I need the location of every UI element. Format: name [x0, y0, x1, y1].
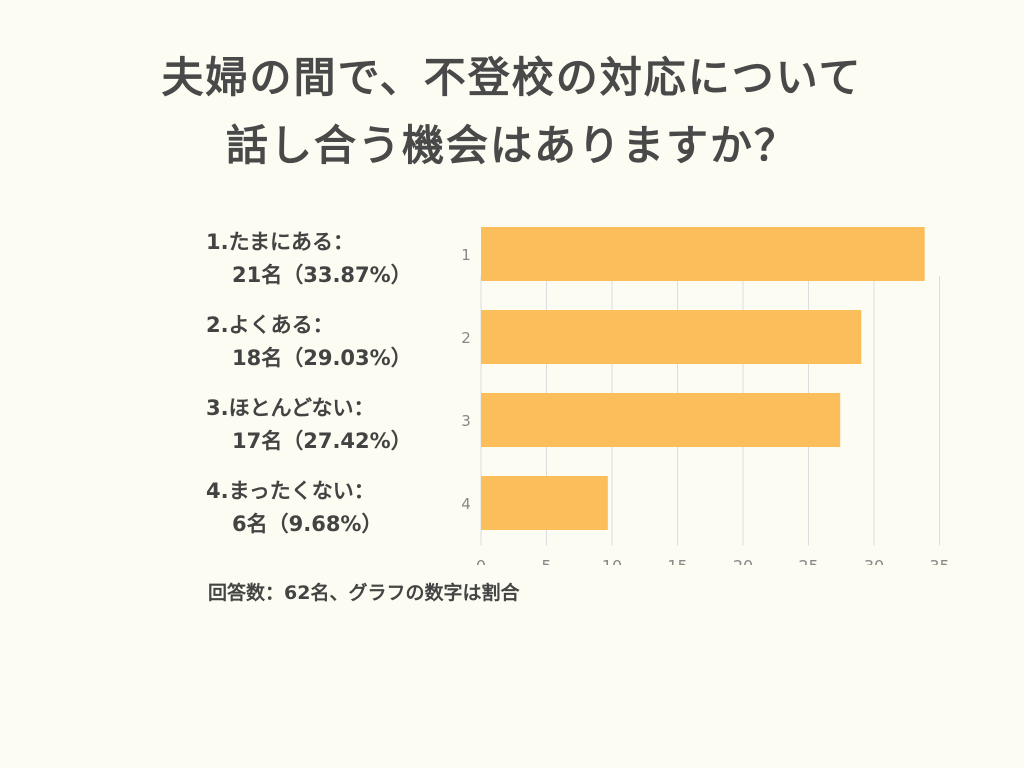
category-label-1: 1.たまにある： 21名（33.87%） — [206, 226, 412, 292]
y-tick-label: 1 — [461, 246, 471, 264]
category-label-text: 3.ほとんどない： — [206, 396, 375, 420]
category-label-text: 4.まったくない： — [206, 479, 375, 503]
bar-4 — [481, 476, 608, 530]
category-label-text: 1.たまにある： — [206, 230, 354, 254]
x-tick-label: 0 — [476, 557, 486, 566]
chart-title-line-1: 夫婦の間で、不登校の対応について — [161, 53, 863, 102]
y-tick-label: 2 — [461, 329, 471, 347]
x-tick-label: 5 — [541, 557, 551, 566]
x-tick-label: 30 — [864, 557, 884, 566]
x-tick-label: 15 — [667, 557, 687, 566]
bar-1 — [481, 227, 925, 281]
category-label-2: 2.よくある： 18名（29.03%） — [206, 309, 412, 375]
x-tick-label: 25 — [798, 557, 818, 566]
bar-2 — [481, 310, 862, 364]
x-tick-label: 35 — [929, 557, 949, 566]
category-count-text: 21名（33.87%） — [232, 263, 412, 287]
x-tick-label: 20 — [733, 557, 753, 566]
bar-chart: 1 2 3 4 0 5 10 15 20 25 30 35 — [461, 227, 950, 566]
category-label-text: 2.よくある： — [206, 313, 334, 337]
bar-3 — [481, 393, 841, 447]
category-count-text: 6名（9.68%） — [232, 512, 383, 536]
chart-title-line-2: 話し合う機会はありますか？ — [225, 121, 798, 170]
y-tick-label: 4 — [461, 495, 471, 513]
category-count-text: 18名（29.03%） — [232, 346, 412, 370]
category-label-3: 3.ほとんどない： 17名（27.42%） — [206, 392, 412, 458]
x-tick-label: 10 — [602, 557, 622, 566]
category-label-4: 4.まったくない： 6名（9.68%） — [206, 475, 382, 541]
y-tick-label: 3 — [461, 412, 471, 430]
chart-footnote: 回答数：62名、グラフの数字は割合 — [208, 582, 520, 604]
category-count-text: 17名（27.42%） — [232, 429, 412, 453]
